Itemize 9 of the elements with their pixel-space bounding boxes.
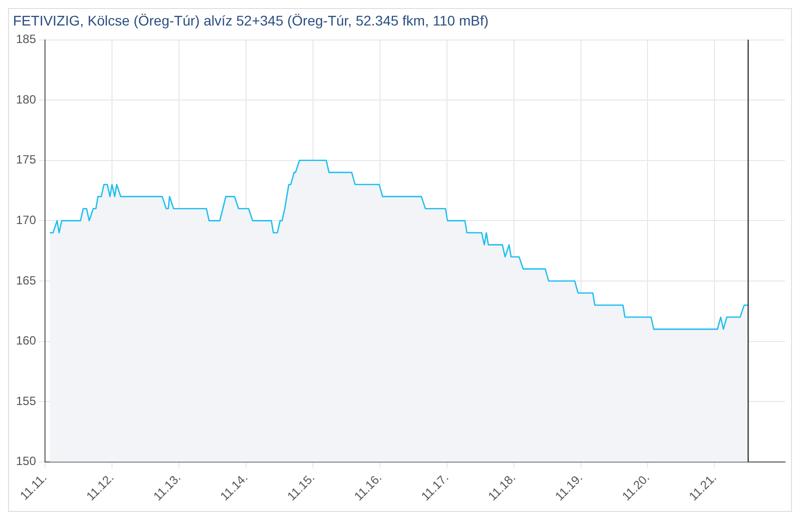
chart-title: FETIVIZIG, Kölcse (Öreg-Túr) alvíz 52+345 (Öreg-Túr, 52.345 fkm, 110 mBf) bbox=[13, 12, 489, 28]
y-tick-label: 150 bbox=[16, 454, 36, 468]
y-tick-label: 170 bbox=[16, 212, 36, 227]
y-tick-label: 155 bbox=[16, 394, 36, 408]
y-tick-label: 185 bbox=[16, 32, 36, 46]
y-tick-label: 175 bbox=[16, 152, 36, 167]
y-tick-label: 180 bbox=[16, 92, 36, 106]
y-tick-label: 160 bbox=[16, 334, 36, 348]
y-tick-label: 165 bbox=[16, 273, 36, 288]
